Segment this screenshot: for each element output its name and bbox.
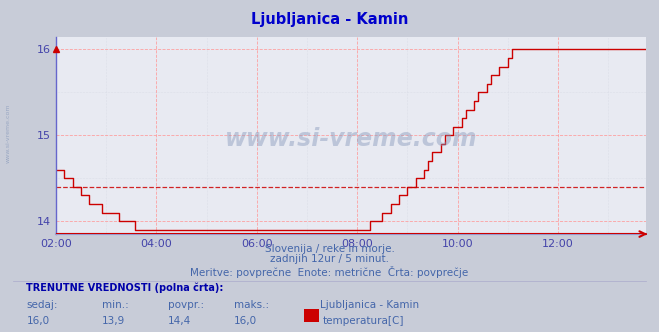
Text: www.si-vreme.com: www.si-vreme.com [225,127,477,151]
Text: Slovenija / reke in morje.: Slovenija / reke in morje. [264,244,395,254]
Text: maks.:: maks.: [234,300,269,310]
Text: sedaj:: sedaj: [26,300,58,310]
Text: Ljubljanica - Kamin: Ljubljanica - Kamin [251,12,408,27]
Text: min.:: min.: [102,300,129,310]
Text: www.si-vreme.com: www.si-vreme.com [5,103,11,163]
Text: 16,0: 16,0 [234,316,257,326]
Text: Meritve: povprečne  Enote: metrične  Črta: povprečje: Meritve: povprečne Enote: metrične Črta:… [190,266,469,278]
Text: Ljubljanica - Kamin: Ljubljanica - Kamin [320,300,418,310]
Text: povpr.:: povpr.: [168,300,204,310]
Text: 13,9: 13,9 [102,316,125,326]
Text: zadnjih 12ur / 5 minut.: zadnjih 12ur / 5 minut. [270,254,389,264]
Text: 16,0: 16,0 [26,316,49,326]
Text: temperatura[C]: temperatura[C] [323,316,405,326]
Text: 14,4: 14,4 [168,316,191,326]
Text: TRENUTNE VREDNOSTI (polna črta):: TRENUTNE VREDNOSTI (polna črta): [26,283,224,293]
